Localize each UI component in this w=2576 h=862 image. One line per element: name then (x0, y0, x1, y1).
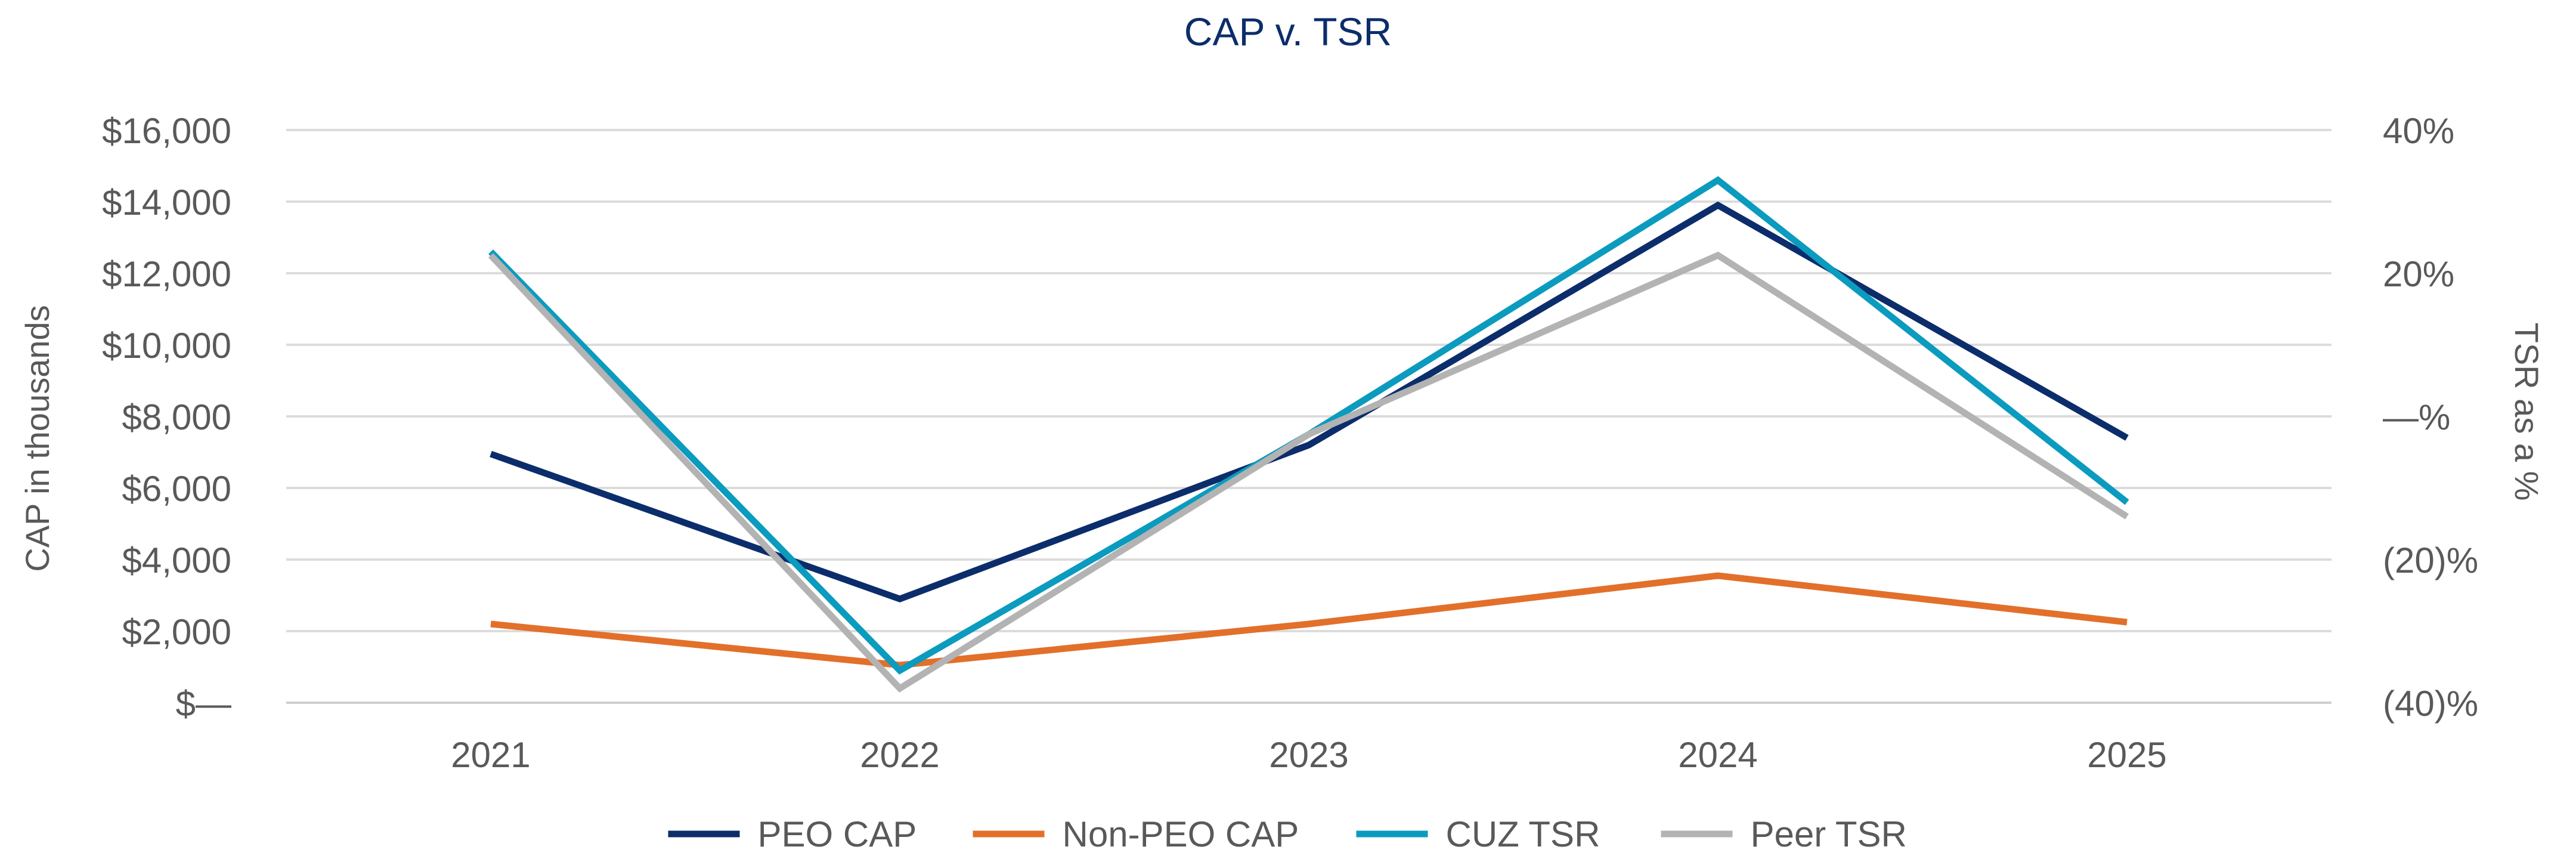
y2-tick-label: 20% (2383, 254, 2454, 294)
y2-axis-label: TSR as a % (2508, 323, 2546, 501)
series-lines (488, 176, 2129, 693)
legend-label: CUZ TSR (1446, 814, 1600, 854)
series-line-peo-cap (490, 201, 2129, 603)
legend-label: Non-PEO CAP (1063, 814, 1299, 854)
legend-label: PEO CAP (758, 814, 917, 854)
y-tick-label: $2,000 (122, 612, 231, 652)
y-tick-label: $8,000 (122, 397, 231, 437)
y2-tick-label: (40)% (2383, 684, 2478, 724)
y2-tick-label: 40% (2383, 111, 2454, 151)
y-tick-label: $10,000 (102, 326, 231, 366)
x-tick-label: 2022 (860, 735, 939, 775)
axes: CAP v. TSR CAP in thousands TSR as a % $… (18, 10, 2546, 775)
x-tick-label: 2023 (1269, 735, 1348, 775)
legend: PEO CAP Non-PEO CAP CUZ TSR Peer TSR (668, 814, 1907, 854)
y2-tick-label: (20)% (2383, 540, 2478, 580)
y-tick-label: $12,000 (102, 254, 231, 294)
gridlines (286, 129, 2332, 704)
series-line-non-peo-cap (490, 572, 2128, 669)
chart-title: CAP v. TSR (1184, 10, 1392, 54)
series-line-peer-tsr (488, 251, 2129, 693)
x-tick-label: 2024 (1678, 735, 1757, 775)
y-axis-label: CAP in thousands (18, 305, 56, 571)
x-tick-label: 2025 (2087, 735, 2166, 775)
y-tick-label: $6,000 (122, 469, 231, 509)
y-tick-label: $14,000 (102, 183, 231, 223)
y-tick-label: $16,000 (102, 111, 231, 151)
x-tick-label: 2021 (451, 735, 530, 775)
y2-tick-label: —% (2383, 397, 2450, 437)
y-tick-label: $4,000 (122, 540, 231, 580)
legend-label: Peer TSR (1751, 814, 1907, 854)
y-tick-label: $— (176, 684, 231, 724)
